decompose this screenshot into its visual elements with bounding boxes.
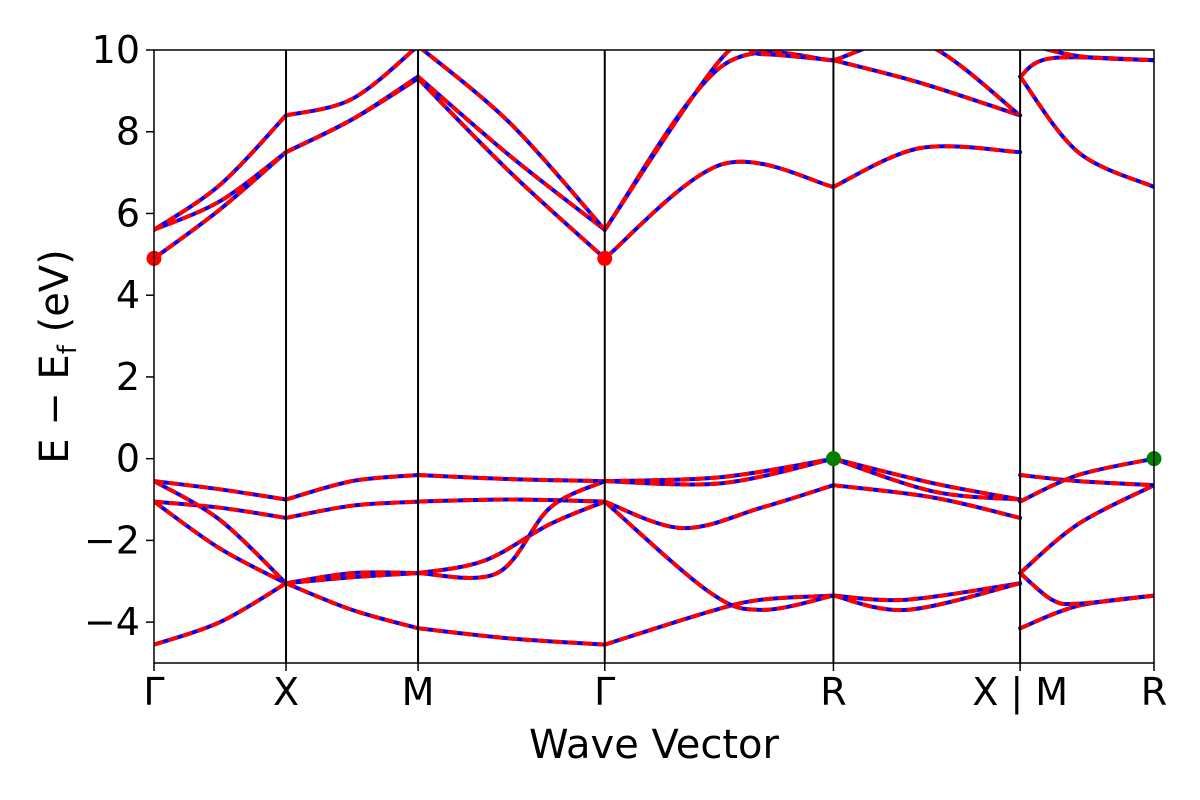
band-line-spin-up — [154, 150, 288, 232]
band-line-spin-up — [418, 497, 605, 504]
band-8 — [154, 50, 1154, 232]
x-tick-label: X | M — [972, 670, 1068, 715]
band-line-spin-down — [1018, 483, 1154, 576]
band-line-spin-up — [417, 499, 606, 576]
band-5 — [154, 456, 1154, 586]
band-line-spin-up — [154, 114, 288, 232]
band-line-spin-up — [604, 593, 834, 647]
band-line-spin-up — [603, 50, 834, 231]
band-line-spin-up — [833, 483, 1021, 520]
y-axis-label-unit: (eV) — [32, 249, 78, 345]
y-tick-label: −4 — [84, 600, 140, 644]
x-tick-label: Γ — [143, 670, 164, 714]
x-ticks: Γ X M Γ R X | M R — [143, 663, 1167, 715]
vbm-marker — [825, 451, 841, 467]
x-tick-label: M — [402, 670, 435, 714]
band-line-spin-up — [603, 50, 834, 231]
band-line-spin-up — [833, 581, 1021, 603]
band-line-spin-up — [832, 456, 1021, 502]
y-tick-label: 4 — [116, 273, 140, 317]
kpoint-lines — [285, 50, 1022, 663]
band-line-spin-up — [285, 581, 419, 631]
band-line-spin-up — [416, 77, 607, 260]
bands-layer — [154, 50, 1154, 647]
band-line-spin-up — [1018, 75, 1154, 189]
y-tick-label: 10 — [92, 28, 140, 72]
band-line-spin-up — [832, 456, 1021, 502]
band-line-spin-up — [154, 479, 288, 585]
band-line-spin-up — [1018, 571, 1154, 607]
band-line-spin-up — [832, 581, 1021, 613]
band-line-spin-up — [603, 159, 834, 260]
band-line-spin-up — [1018, 483, 1154, 575]
band-line-spin-up — [418, 479, 606, 580]
band-line-spin-up — [1018, 55, 1154, 79]
band-line-spin-up — [154, 150, 288, 261]
y-tick-label: 2 — [116, 355, 140, 399]
plot-frame — [153, 49, 1155, 664]
y-ticks: −4 −2 0 2 4 6 8 10 — [84, 28, 154, 644]
extrema-markers — [146, 250, 1162, 467]
band-line-spin-up — [154, 581, 288, 647]
y-tick-label: 8 — [116, 110, 140, 154]
band-line-spin-down — [1018, 473, 1154, 488]
x-tick-label: R — [1141, 670, 1167, 714]
band-line-spin-down — [1041, 50, 1154, 63]
band-1 — [154, 581, 1154, 647]
band-line-spin-up — [604, 456, 834, 487]
band-line-spin-down — [284, 50, 417, 118]
band-line-spin-up — [832, 50, 1022, 118]
band-line-spin-up — [832, 58, 1021, 118]
band-line-spin-up — [418, 473, 605, 484]
band-line-spin-down — [1018, 593, 1154, 631]
band-line-spin-up — [285, 499, 419, 520]
band-line-spin-down — [831, 456, 1023, 502]
band-line-spin-up — [603, 500, 834, 612]
band-line-spin-up — [154, 499, 287, 586]
band-line-spin-up — [285, 473, 419, 502]
band-line-spin-up — [154, 499, 287, 520]
y-tick-label: −2 — [84, 518, 140, 562]
band-line-spin-up — [285, 571, 419, 586]
y-axis-label-subscript: f — [53, 344, 83, 354]
band-4 — [154, 456, 1154, 502]
band-7 — [154, 50, 1154, 232]
x-tick-label: R — [820, 670, 846, 714]
band-line-spin-up — [417, 626, 605, 647]
y-tick-label: 6 — [116, 191, 140, 235]
band-line-spin-down — [154, 113, 288, 232]
band-line-spin-down — [284, 473, 421, 502]
y-axis-label: E − Ef (eV) — [32, 249, 83, 464]
band-line-spin-down — [1018, 74, 1154, 189]
band-line-spin-up — [285, 50, 417, 118]
band-line-spin-up — [604, 456, 834, 484]
x-tick-label: X — [273, 670, 299, 714]
band-line-spin-up — [419, 50, 607, 232]
y-tick-label: 0 — [116, 437, 140, 481]
band-line-spin-up — [416, 75, 607, 232]
band-line-spin-up — [1019, 456, 1154, 504]
band-2 — [154, 499, 1154, 613]
band-line-spin-down — [831, 144, 1023, 189]
band-line-spin-up — [604, 483, 835, 531]
band-line-spin-down — [602, 50, 836, 232]
band-line-spin-down — [154, 581, 288, 647]
band-line-spin-down — [602, 50, 836, 232]
band-line-spin-up — [1019, 473, 1154, 488]
y-axis-label-main: E − E — [32, 354, 78, 464]
x-tick-label: Γ — [594, 670, 615, 714]
x-axis-label: Wave Vector — [529, 722, 780, 768]
band-line-spin-down — [419, 50, 607, 232]
band-line-spin-up — [1019, 593, 1154, 631]
band-line-spin-down — [602, 483, 836, 531]
band-line-spin-up — [285, 74, 420, 154]
band-line-spin-up — [154, 479, 287, 502]
band-line-spin-up — [832, 144, 1021, 189]
cbm-marker — [597, 250, 613, 266]
band-3 — [154, 483, 1154, 576]
